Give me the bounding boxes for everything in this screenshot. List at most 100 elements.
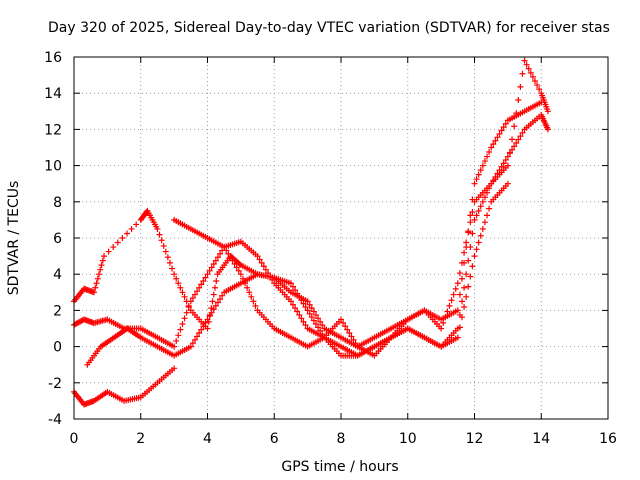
data-point (191, 336, 198, 343)
data-point (294, 308, 301, 315)
data-point (91, 289, 98, 296)
data-point (471, 180, 478, 187)
data-point (473, 246, 480, 253)
data-point (481, 194, 488, 201)
data-point (450, 291, 457, 298)
data-point (454, 334, 461, 341)
data-point (312, 320, 319, 327)
data-point (469, 230, 476, 237)
data-point (212, 302, 219, 309)
data-point (467, 212, 474, 219)
data-point (458, 314, 465, 321)
data-point (179, 289, 186, 296)
axis-ticks: 0 2 4 6 8 10 12 14 16 -4 -2 0 2 4 6 8 10 12 14 16 (44, 50, 617, 447)
data-point (473, 212, 480, 219)
data-point (210, 261, 217, 268)
x-tick-label: 16 (599, 431, 617, 447)
data-point (452, 285, 459, 292)
data-point (252, 302, 259, 309)
data-point (513, 139, 520, 146)
data-point (521, 57, 528, 64)
data-point (502, 120, 509, 127)
data-point (114, 239, 121, 246)
y-tick-label: 10 (44, 159, 62, 175)
data-point (456, 291, 463, 298)
data-point (484, 189, 491, 196)
data-point (128, 225, 135, 232)
data-point (287, 298, 294, 305)
data-point (210, 291, 217, 298)
data-point (217, 296, 224, 303)
data-point (471, 253, 478, 260)
data-point (319, 322, 326, 329)
data-point (340, 319, 347, 326)
data-point (506, 150, 513, 157)
data-point (479, 198, 486, 205)
data-point (463, 271, 470, 278)
data-point (171, 365, 178, 372)
data-point (458, 298, 465, 305)
x-tick-label: 0 (70, 431, 79, 447)
data-point (158, 237, 165, 244)
y-tick-label: 0 (53, 340, 62, 356)
data-point (477, 232, 484, 239)
data-point (110, 244, 117, 251)
data-point (481, 219, 488, 226)
data-points (71, 57, 551, 408)
data-point (496, 167, 503, 174)
data-point (308, 314, 315, 321)
data-point (479, 225, 486, 232)
data-point (486, 205, 493, 212)
data-point (317, 318, 324, 325)
data-point (260, 263, 267, 270)
data-point (214, 299, 221, 306)
data-point (219, 247, 226, 254)
data-point (160, 242, 167, 249)
data-point (509, 136, 516, 143)
data-point (504, 153, 511, 160)
data-point (475, 239, 482, 246)
data-point (513, 110, 520, 117)
y-tick-label: 2 (53, 303, 62, 319)
data-point (458, 275, 465, 282)
data-point (196, 284, 203, 291)
data-point (315, 324, 322, 331)
data-point (175, 280, 182, 287)
data-point (258, 259, 265, 266)
data-point (504, 162, 511, 169)
data-point (484, 212, 491, 219)
data-point (300, 318, 307, 325)
y-tick-label: 8 (53, 195, 62, 211)
data-point (498, 127, 505, 134)
x-tick-label: 8 (337, 431, 346, 447)
data-point (208, 264, 215, 271)
data-point (500, 160, 507, 167)
data-point (244, 284, 251, 291)
data-point (486, 185, 493, 192)
x-tick-label: 6 (270, 431, 279, 447)
data-point (523, 61, 530, 68)
data-point (342, 323, 349, 330)
data-point (315, 315, 322, 322)
data-point (515, 136, 522, 143)
data-point (338, 316, 344, 323)
data-point (225, 250, 232, 257)
data-point (227, 254, 234, 261)
data-point (529, 73, 536, 80)
data-point (202, 319, 209, 326)
data-point (544, 108, 551, 115)
data-point (467, 219, 474, 226)
data-point (200, 323, 207, 330)
data-point (448, 297, 455, 304)
data-point (308, 305, 315, 312)
data-point (498, 163, 505, 170)
data-point (98, 262, 105, 269)
data-point (456, 324, 463, 331)
data-point (463, 239, 470, 246)
data-point (101, 253, 108, 260)
data-point (189, 294, 196, 301)
chart-title: Day 320 of 2025, Sidereal Day-to-day VTE… (48, 20, 610, 36)
data-point (348, 333, 355, 340)
data-point (206, 267, 213, 274)
data-point (177, 284, 184, 291)
